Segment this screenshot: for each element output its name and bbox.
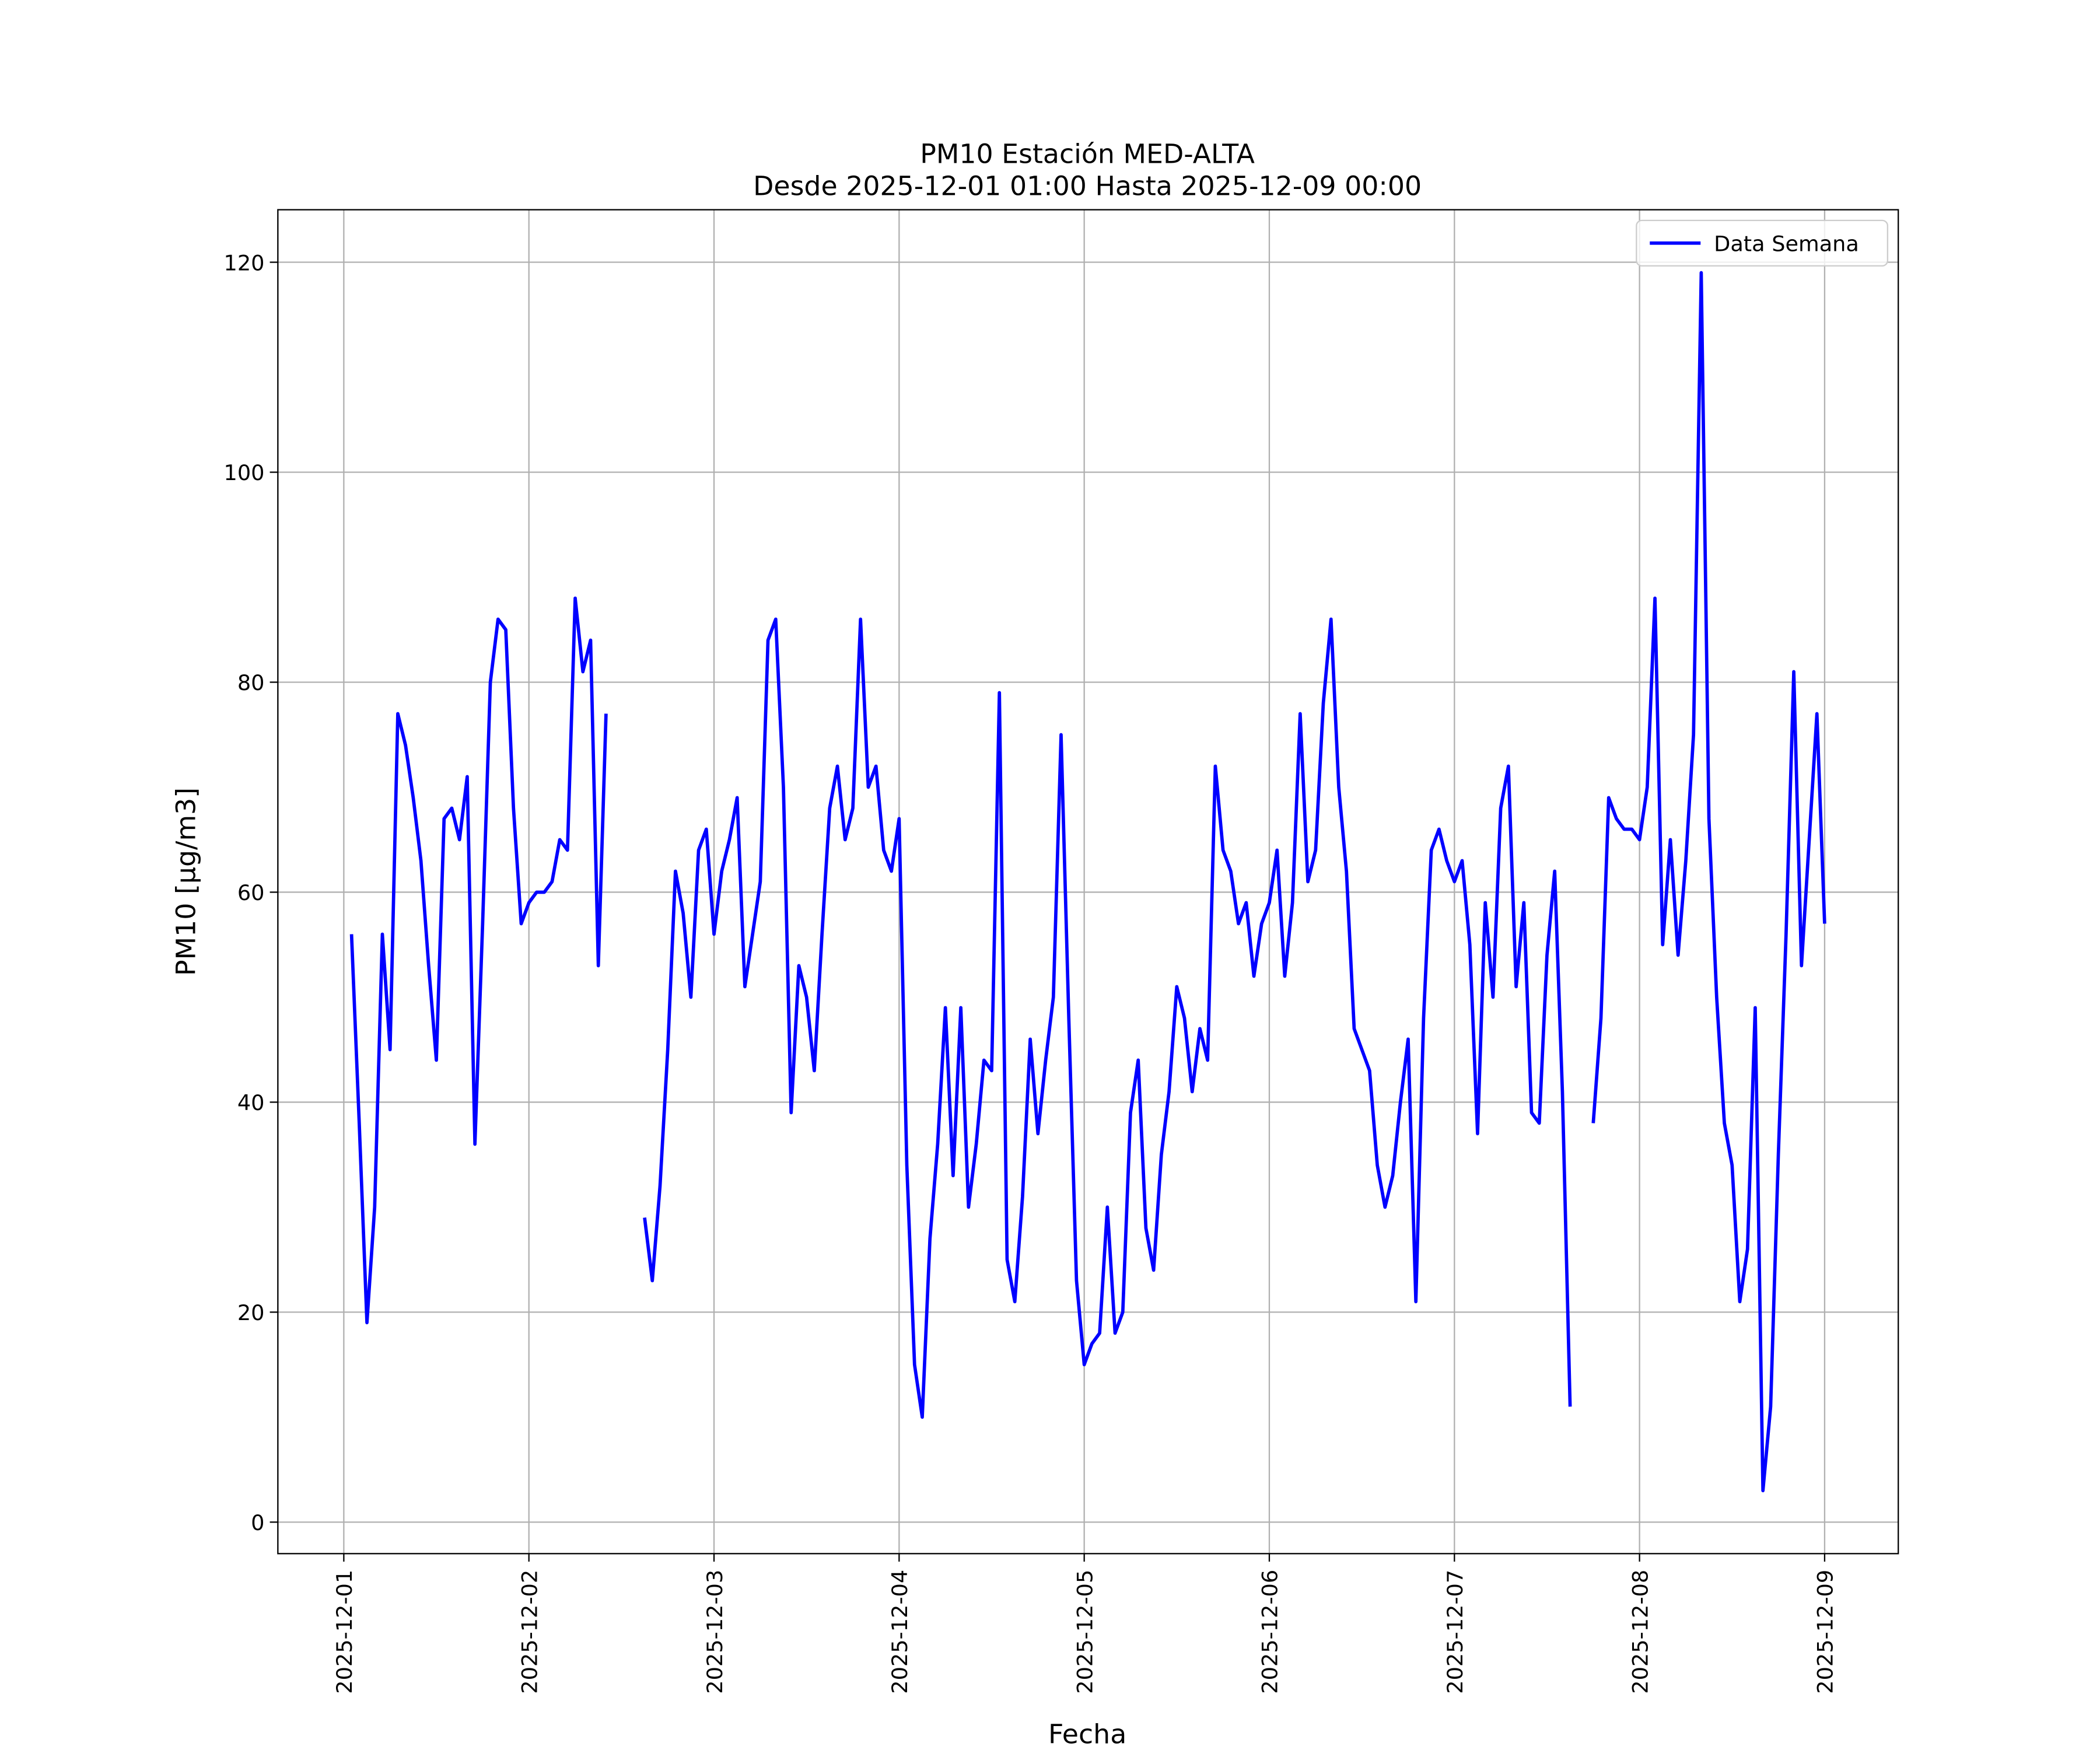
y-tick-label: 0 xyxy=(251,1510,264,1535)
x-tick-label: 2025-12-06 xyxy=(1258,1570,1283,1694)
data-line xyxy=(643,617,1572,1419)
legend-box xyxy=(1636,219,1889,267)
y-tick-label: 60 xyxy=(237,880,265,905)
x-tick-label: 2025-12-04 xyxy=(887,1570,912,1694)
chart-subtitle: Desde 2025-12-01 01:00 Hasta 2025-12-09 … xyxy=(753,170,1422,201)
legend: Data Semana xyxy=(1636,219,1889,267)
x-tick-label: 2025-12-03 xyxy=(702,1570,727,1694)
x-tick-label: 2025-12-02 xyxy=(517,1570,542,1694)
x-axis-label: Fecha xyxy=(1048,1718,1126,1750)
background xyxy=(15,0,2085,1750)
y-axis-label: PM10 [μg/m3] xyxy=(170,788,201,976)
x-tick-label: 2025-12-01 xyxy=(332,1570,357,1694)
legend-label: Data Semana xyxy=(1714,232,1859,257)
y-tick-label: 80 xyxy=(237,670,265,695)
data-line xyxy=(349,596,608,1325)
x-tick-label: 2025-12-07 xyxy=(1443,1570,1468,1694)
y-tick-label: 40 xyxy=(237,1090,265,1115)
y-tick-label: 120 xyxy=(224,250,265,275)
y-tick-label: 100 xyxy=(224,460,265,485)
data-line xyxy=(1591,271,1826,1493)
chart-title: PM10 Estación MED-ALTA xyxy=(920,138,1255,169)
plot-frame xyxy=(277,209,1899,1555)
x-tick-label: 2025-12-09 xyxy=(1813,1570,1838,1694)
x-tick-label: 2025-12-08 xyxy=(1628,1570,1653,1694)
y-tick-label: 20 xyxy=(237,1300,265,1325)
x-tick-label: 2025-12-05 xyxy=(1072,1570,1097,1694)
